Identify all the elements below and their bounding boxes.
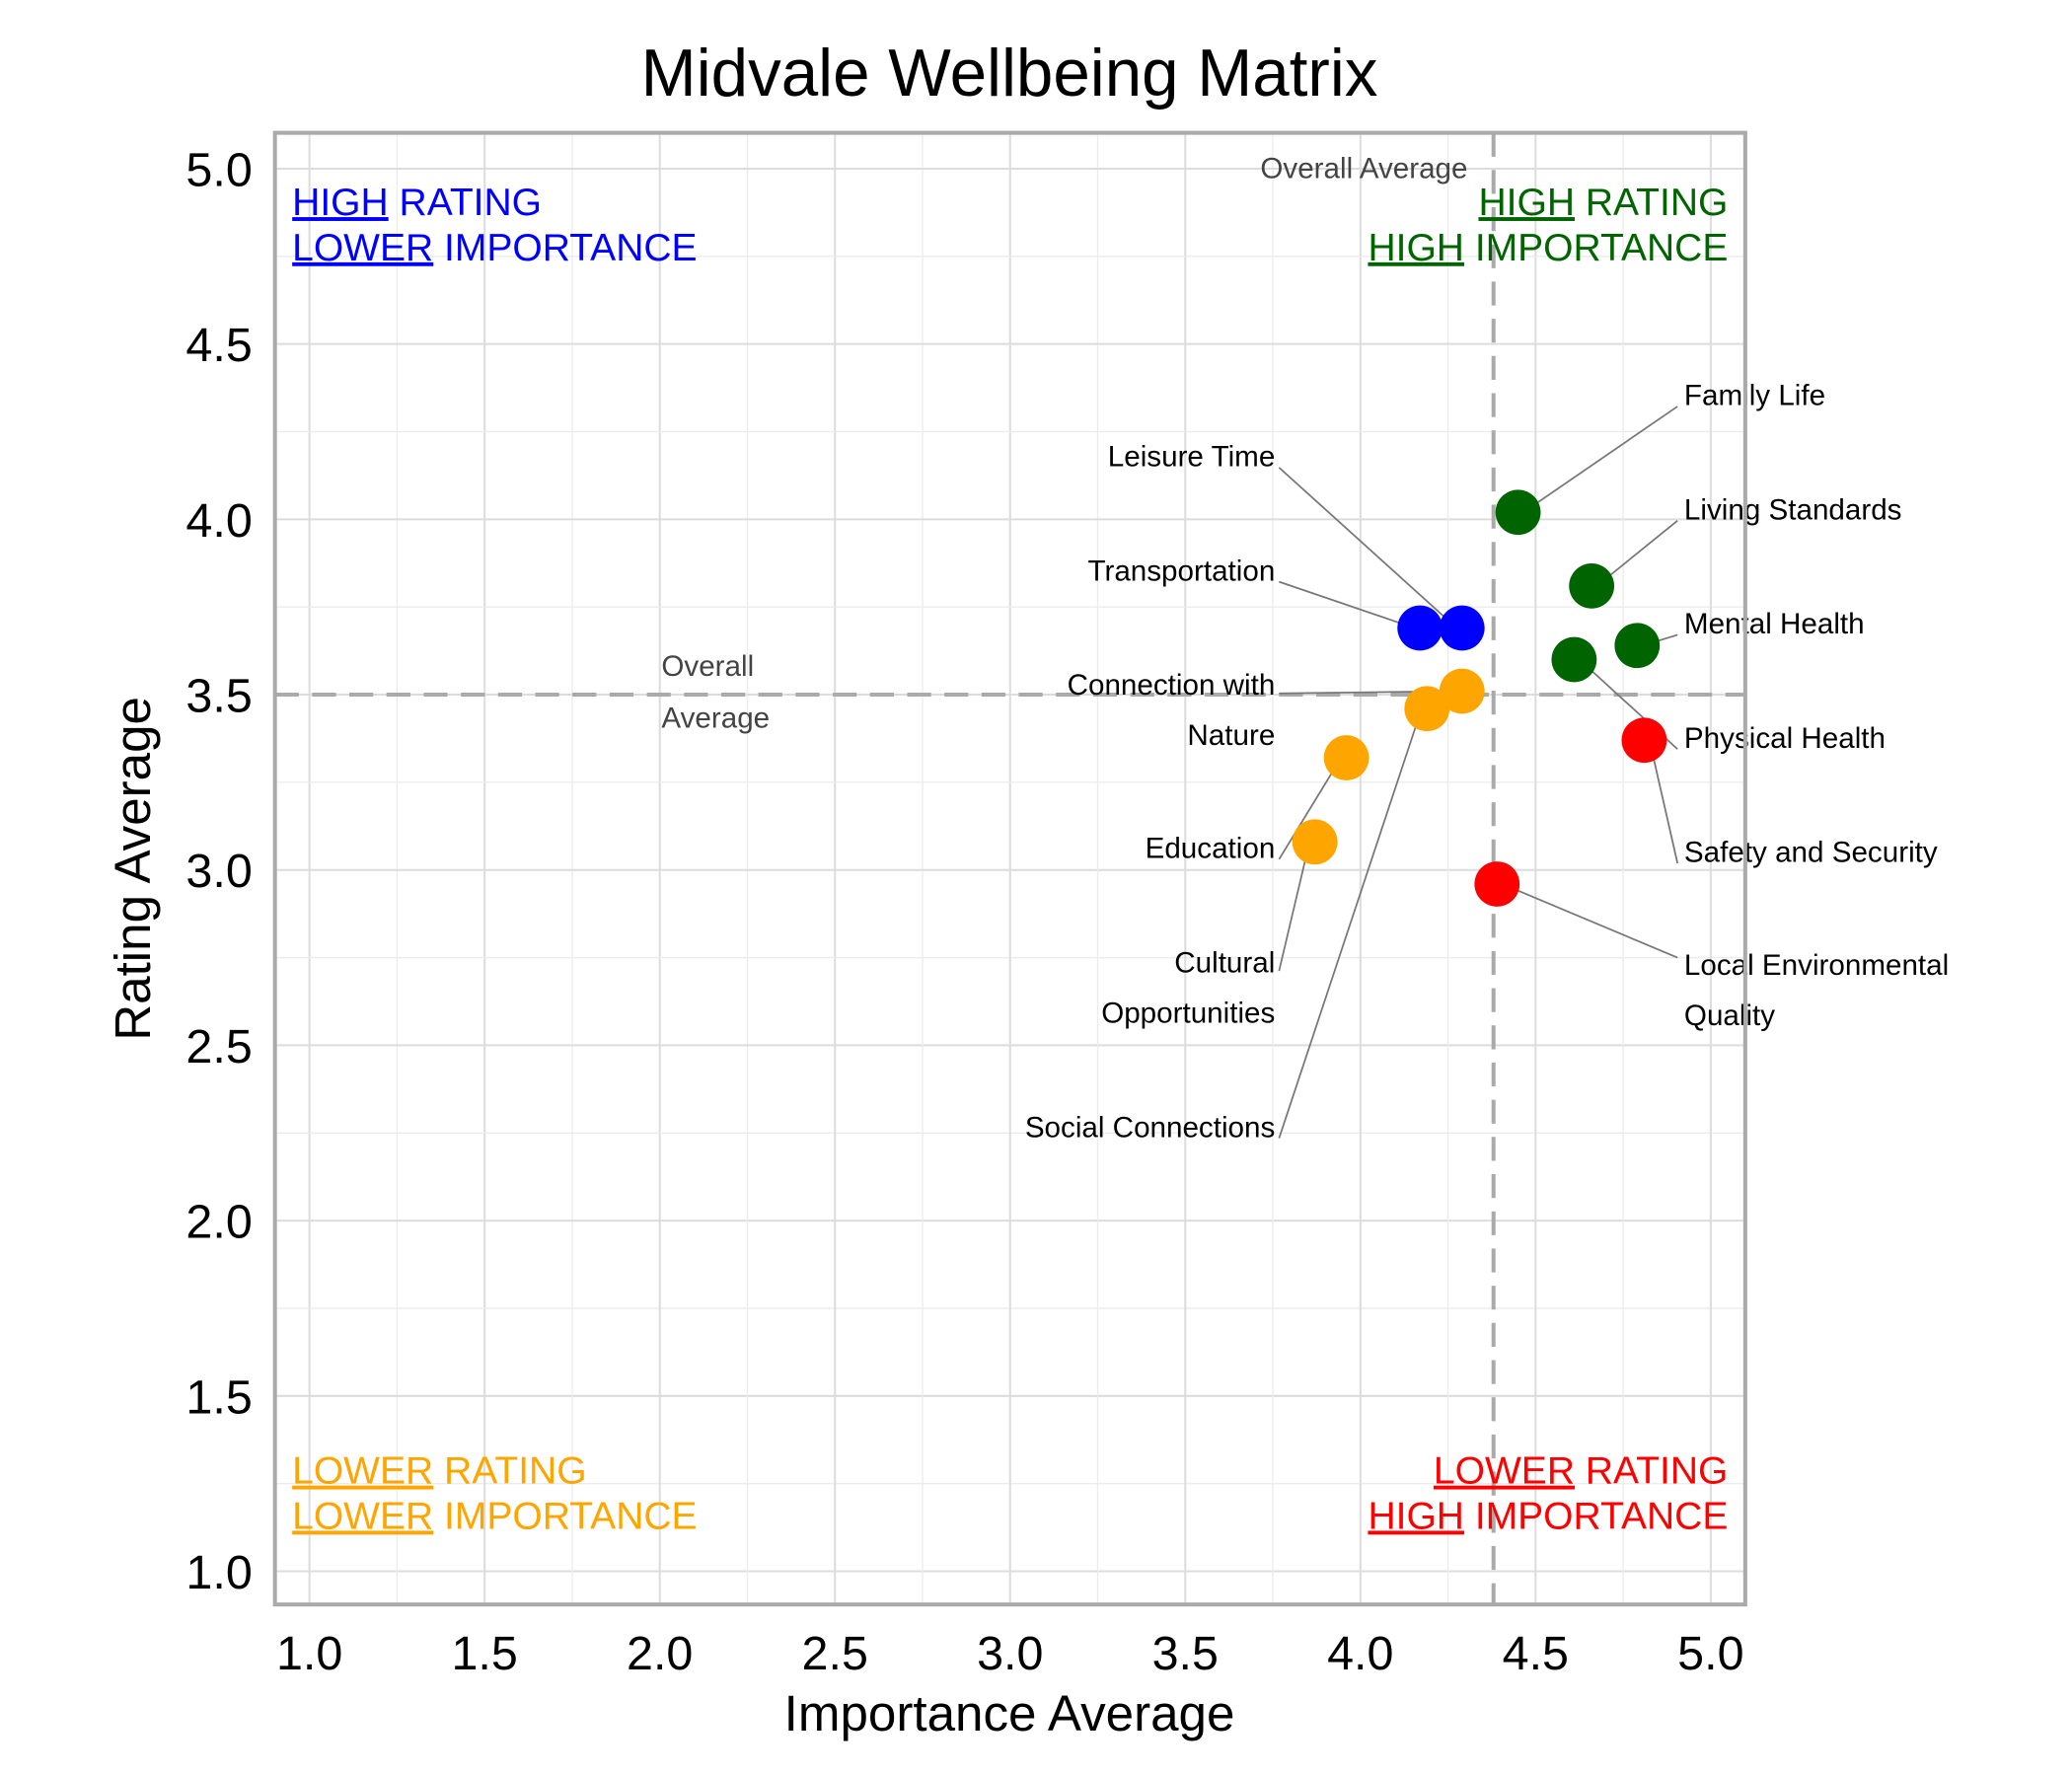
label-leader-lines	[1278, 406, 1679, 1139]
quadrant-label-bottom-left: LOWER RATING	[292, 1450, 586, 1493]
point-label: Cultural	[1174, 946, 1275, 979]
y-tick-label: 4.5	[185, 319, 252, 372]
x-tick-label: 3.0	[977, 1627, 1043, 1680]
point-label: Local Environmental	[1684, 949, 1949, 982]
quadrant-label-bottom-right: HIGH IMPORTANCE	[1368, 1495, 1728, 1537]
y-tick-label: 3.0	[185, 845, 252, 898]
point-label: Nature	[1187, 719, 1275, 752]
point-label: Family Life	[1684, 380, 1825, 412]
data-point[interactable]	[1292, 819, 1338, 865]
point-labels: Family Life Living Standards Mental Health…	[1025, 380, 1949, 1145]
point-label: Connection with	[1068, 669, 1276, 702]
data-point[interactable]	[1439, 668, 1485, 714]
average-label-y: Overall	[661, 650, 754, 683]
point-label: Opportunities	[1101, 998, 1275, 1030]
data-point[interactable]	[1621, 717, 1667, 764]
data-point[interactable]	[1551, 636, 1597, 683]
point-label: Safety and Security	[1684, 837, 1938, 869]
x-tick-label: 3.5	[1152, 1627, 1219, 1680]
point-label: Social Connections	[1025, 1111, 1275, 1144]
data-point[interactable]	[1404, 686, 1450, 732]
x-tick-label: 4.0	[1327, 1627, 1393, 1680]
x-tick-label: 1.5	[451, 1627, 517, 1680]
point-label: Mental Health	[1684, 608, 1865, 640]
data-point[interactable]	[1439, 605, 1485, 651]
leader-line	[1278, 467, 1457, 629]
leader-line	[1278, 842, 1311, 972]
y-tick-label: 5.0	[185, 143, 252, 196]
x-tick-label: 2.5	[802, 1627, 868, 1680]
grid	[274, 132, 1745, 1605]
y-tick-label: 1.5	[185, 1370, 252, 1424]
leader-line	[1278, 757, 1342, 860]
y-tick-label: 2.5	[185, 1020, 252, 1073]
quadrant-label-bottom-right: LOWER RATING	[1434, 1450, 1728, 1493]
data-point[interactable]	[1569, 562, 1615, 609]
axis-ticks: 1.0 1.5 2.0 2.5 3.0 3.5 4.0 4.5 5.0 1.0 1.5 2.0 2.5 3…	[185, 143, 1743, 1680]
x-tick-label: 2.0	[627, 1627, 693, 1680]
leader-line	[1648, 740, 1679, 864]
data-point[interactable]	[1474, 861, 1520, 907]
point-label: Education	[1146, 833, 1276, 865]
leader-line	[1278, 707, 1423, 1139]
x-axis-label: Importance Average	[784, 1685, 1235, 1741]
chart-title: Midvale Wellbeing Matrix	[641, 37, 1378, 111]
point-label: Living Standards	[1684, 493, 1902, 526]
data-point[interactable]	[1397, 605, 1443, 651]
x-tick-label: 4.5	[1503, 1627, 1569, 1680]
x-tick-label: 5.0	[1677, 1627, 1743, 1680]
y-tick-label: 4.0	[185, 494, 252, 548]
leader-line	[1502, 883, 1678, 959]
quadrant-label-top-right: HIGH RATING	[1478, 182, 1728, 224]
quadrant-label-top-right: HIGH IMPORTANCE	[1368, 227, 1728, 269]
point-label: Leisure Time	[1108, 441, 1276, 474]
leader-line	[1279, 580, 1416, 629]
y-tick-label: 2.0	[185, 1196, 252, 1249]
point-label: Transportation	[1087, 555, 1275, 587]
point-label: Quality	[1684, 999, 1775, 1032]
quadrant-label-top-left: LOWER IMPORTANCE	[292, 227, 697, 269]
data-points	[1292, 489, 1667, 907]
leader-line	[1522, 406, 1678, 513]
x-tick-label: 1.0	[276, 1627, 342, 1680]
quadrant-label-bottom-left: LOWER IMPORTANCE	[292, 1495, 697, 1537]
average-label-y: Average	[661, 703, 770, 735]
data-point[interactable]	[1323, 735, 1369, 780]
data-point[interactable]	[1495, 489, 1541, 536]
quadrant-label-top-left: HIGH RATING	[292, 182, 542, 224]
average-lines: Overall Average Overall Average	[274, 132, 1745, 1605]
y-tick-label: 1.0	[185, 1546, 252, 1599]
y-tick-label: 3.5	[185, 670, 252, 723]
data-point[interactable]	[1614, 623, 1661, 669]
y-axis-label: Rating Average	[105, 697, 161, 1041]
average-label-x: Overall Average	[1260, 152, 1467, 185]
point-label: Physical Health	[1684, 722, 1886, 755]
plot-frame	[272, 130, 1747, 1607]
